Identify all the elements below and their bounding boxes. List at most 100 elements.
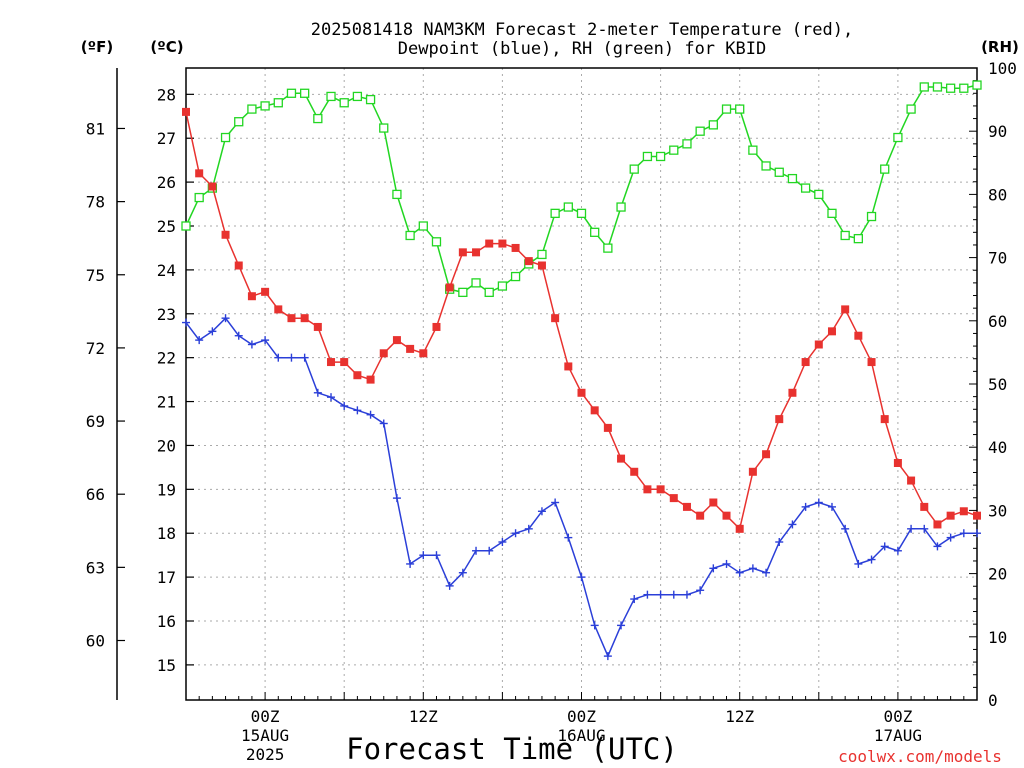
- temperature-point: [208, 182, 217, 191]
- dewpoint-point: [247, 340, 256, 349]
- temperature-point: [498, 239, 507, 248]
- temperature-point: [656, 485, 665, 494]
- dewpoint-point: [485, 546, 494, 555]
- rh-point: [932, 82, 943, 92]
- rh-point: [853, 233, 863, 244]
- rh-point: [537, 249, 547, 260]
- dewpoint-point: [656, 590, 665, 599]
- rh-point: [247, 104, 257, 114]
- temperature-point: [841, 305, 850, 314]
- dewpoint-point: [801, 502, 810, 511]
- temperature-point: [366, 375, 375, 384]
- rh-point: [590, 227, 600, 237]
- rh-point: [484, 287, 494, 298]
- rh-unit-label: (RH): [981, 38, 1019, 56]
- fahrenheit-tick-label: 60: [86, 632, 105, 651]
- rh-tick-label: 0: [988, 691, 998, 710]
- temperature-point: [920, 502, 929, 511]
- celsius-tick-label: 15: [157, 656, 176, 675]
- temperature-point: [445, 283, 454, 292]
- x-tick-date-label: 17AUG: [874, 726, 922, 745]
- celsius-tick-label: 28: [157, 85, 176, 104]
- rh-point: [471, 278, 481, 288]
- rh-point: [814, 189, 824, 200]
- temperature-point: [669, 494, 678, 503]
- rh-point: [919, 82, 929, 92]
- dewpoint-point: [893, 546, 902, 555]
- dewpoint-point: [564, 533, 573, 542]
- rh-point: [866, 211, 877, 222]
- dewpoint-point: [511, 529, 520, 538]
- rh-point: [273, 98, 283, 108]
- temperature-point: [419, 349, 428, 358]
- dewpoint-point: [959, 529, 968, 538]
- dewpoint-point: [340, 401, 349, 410]
- rh-point: [800, 183, 811, 193]
- temperature-point: [959, 507, 968, 516]
- rh-tick-label: 90: [988, 122, 1007, 141]
- temperature-point: [340, 358, 349, 367]
- temperature-point: [300, 314, 309, 323]
- fahrenheit-tick-label: 63: [86, 558, 105, 577]
- fahrenheit-tick-label: 72: [86, 339, 105, 358]
- temperature-point: [472, 248, 481, 257]
- temperature-point: [735, 524, 744, 533]
- rh-tick-label: 20: [988, 565, 1007, 584]
- dewpoint-point: [458, 568, 467, 577]
- dewpoint-point: [234, 331, 243, 340]
- dewpoint-point: [748, 564, 757, 573]
- rh-point: [787, 173, 798, 184]
- dewpoint-point: [274, 353, 283, 362]
- temperature-point: [247, 292, 256, 301]
- dewpoint-point: [603, 652, 612, 661]
- celsius-unit-label: (ºC): [150, 38, 183, 56]
- dewpoint-point: [722, 559, 731, 568]
- dewpoint-point: [195, 336, 204, 345]
- dewpoint-point: [366, 410, 375, 419]
- rh-point: [405, 230, 415, 241]
- temperature-point: [195, 169, 204, 178]
- rh-point: [194, 192, 204, 203]
- x-tick-label: 00Z: [251, 707, 280, 726]
- rh-point: [181, 221, 191, 231]
- rh-tick-label: 80: [988, 185, 1007, 204]
- rh-tick-label: 30: [988, 501, 1007, 520]
- rh-tick-label: 100: [988, 59, 1017, 78]
- dewpoint-point: [814, 498, 823, 507]
- dewpoint-point: [524, 524, 533, 533]
- dewpoint-point: [261, 336, 270, 345]
- temperature-series: [182, 107, 981, 533]
- dewpoint-point: [432, 551, 441, 560]
- dewpoint-point: [551, 498, 560, 507]
- celsius-tick-label: 25: [157, 217, 176, 236]
- x-tick-label: 12Z: [409, 707, 438, 726]
- dewpoint-point: [880, 542, 889, 551]
- rh-point: [682, 139, 692, 149]
- dewpoint-point: [775, 538, 784, 546]
- temperature-point: [814, 340, 823, 349]
- dewpoint-point: [669, 590, 678, 599]
- x-tick-label: 12Z: [725, 707, 754, 726]
- rh-point: [669, 145, 679, 155]
- rh-axis-ticks: 0 10 20 30 40 50 60 70 80 90 100: [969, 59, 1017, 710]
- dewpoint-point: [933, 542, 942, 551]
- dewpoint-point: [854, 559, 863, 568]
- temperature-point: [617, 454, 626, 463]
- temperature-point: [327, 358, 336, 367]
- celsius-tick-label: 26: [157, 173, 176, 192]
- temperature-point: [603, 423, 612, 432]
- dewpoint-point: [696, 586, 705, 595]
- dewpoint-point: [353, 406, 362, 415]
- dewpoint-point: [392, 494, 401, 503]
- rh-point: [352, 91, 363, 102]
- dewpoint-point: [313, 388, 322, 397]
- dewpoint-point: [472, 546, 481, 555]
- temperature-point: [234, 261, 243, 270]
- temperature-point: [511, 243, 520, 252]
- rh-point: [761, 161, 771, 171]
- celsius-tick-label: 23: [157, 305, 176, 324]
- dewpoint-point: [762, 568, 771, 577]
- celsius-tick-label: 16: [157, 612, 176, 631]
